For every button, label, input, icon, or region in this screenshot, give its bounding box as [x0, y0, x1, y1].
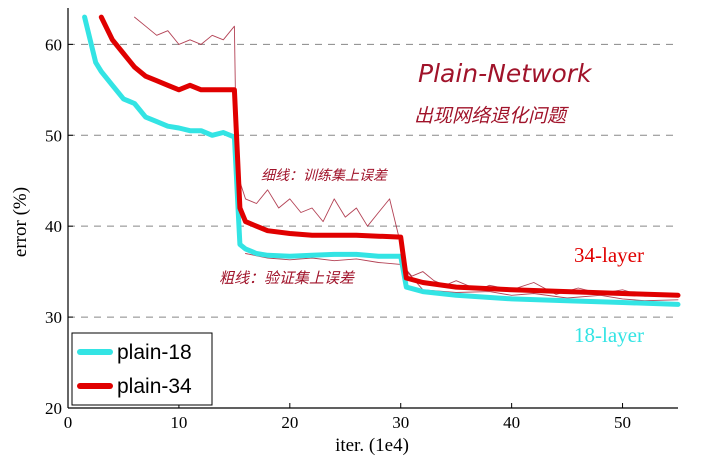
label-34-layer: 34-layer	[574, 243, 644, 267]
x-tick-label-40: 40	[503, 413, 520, 432]
x-tick-label-20: 20	[281, 413, 298, 432]
y-axis-label: error (%)	[10, 187, 31, 257]
y-tick-label-40: 40	[45, 217, 62, 236]
x-tick-label-30: 30	[392, 413, 409, 432]
note-thin-training: 细线：训练集上误差	[261, 168, 389, 184]
x-tick-label-10: 10	[170, 413, 187, 432]
series-line-plain-34	[98, 14, 681, 298]
grid-lines	[68, 43, 678, 318]
x-tick-label-50: 50	[614, 413, 631, 432]
tick-labels: 0 10 20 30 40 50 20 30 40 50 60	[45, 35, 631, 432]
legend-label-plain-34: plain-34	[117, 375, 192, 398]
note-degradation: 出现网络退化问题	[414, 105, 569, 127]
note-plain-network: Plain-Network	[418, 59, 593, 88]
y-tick-label-30: 30	[45, 308, 62, 327]
x-axis-label: iter. (1e4)	[335, 435, 409, 456]
y-tick-label-60: 60	[45, 35, 62, 54]
series-line-plain-18	[82, 14, 681, 307]
label-18-layer: 18-layer	[574, 323, 644, 347]
legend-box	[71, 332, 213, 406]
legend: plain-18 plain-34	[71, 332, 213, 406]
y-tick-label-50: 50	[45, 126, 62, 145]
validation-curves	[82, 14, 681, 307]
axes	[67, 8, 678, 409]
note-thick-validation: 粗线：验证集上误差	[219, 269, 356, 287]
y-tick-label-20: 20	[45, 399, 62, 418]
x-tick-label-0: 0	[64, 413, 73, 432]
legend-label-plain-18: plain-18	[117, 341, 192, 364]
